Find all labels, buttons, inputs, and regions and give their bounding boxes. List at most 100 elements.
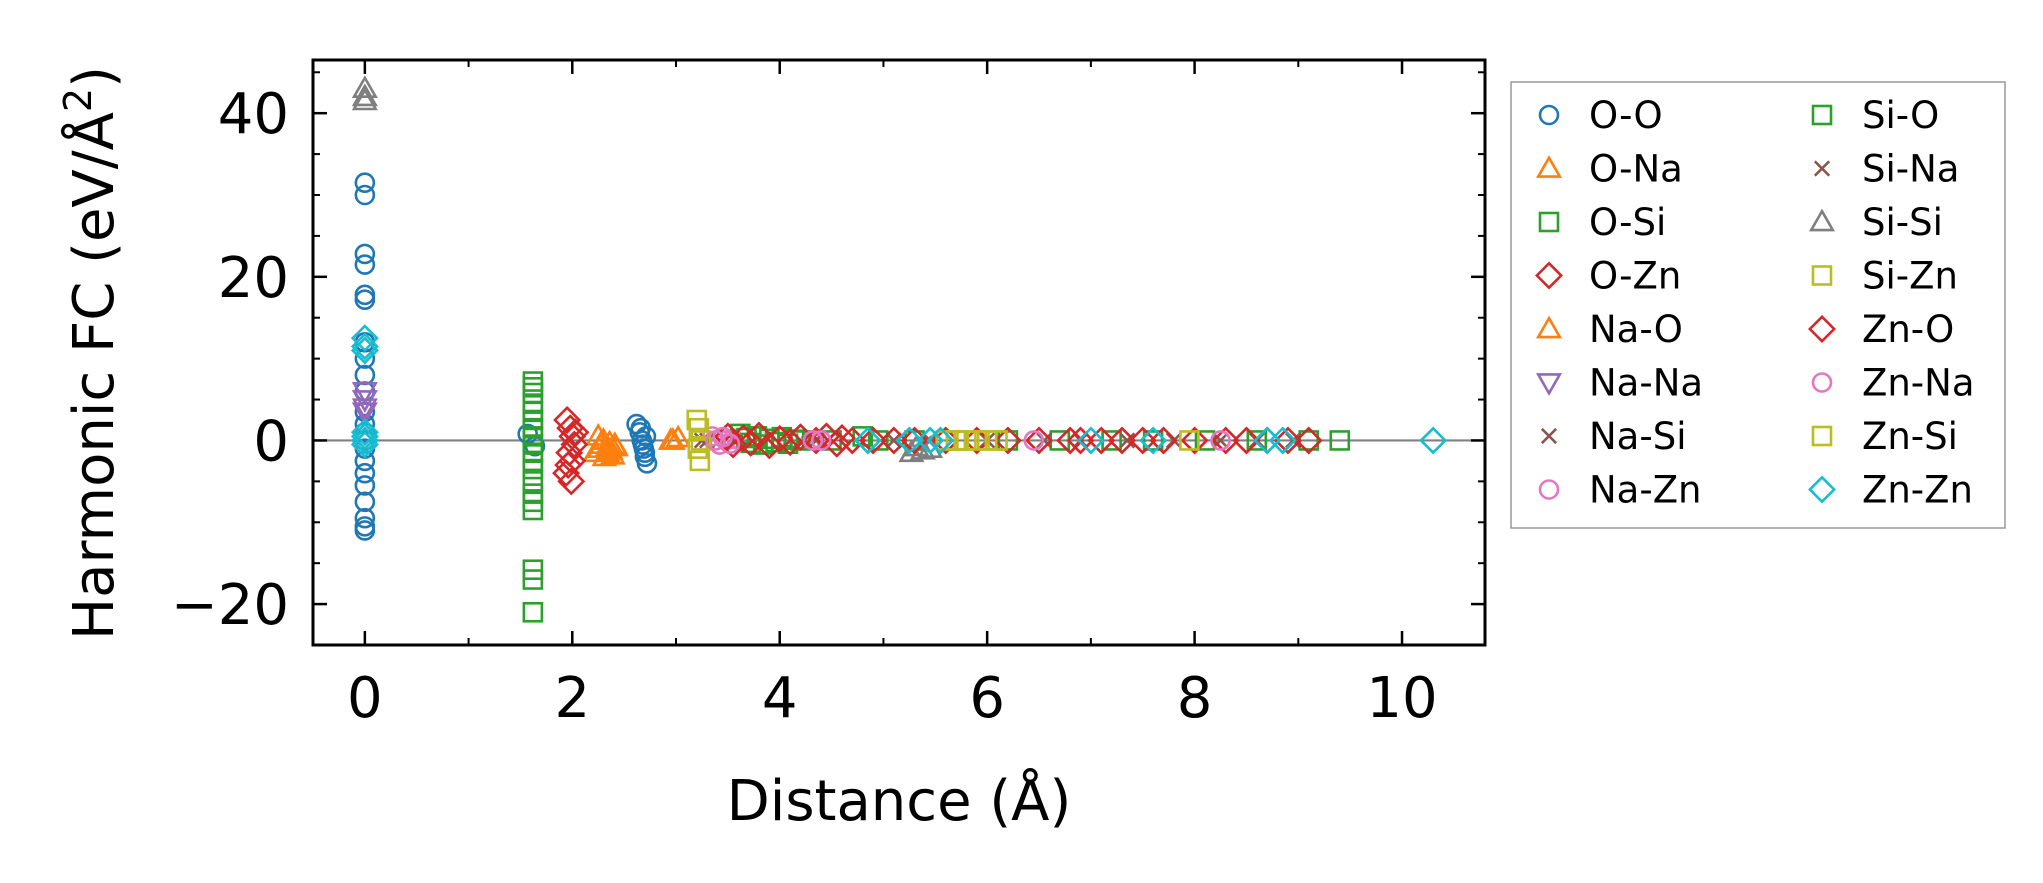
data-point xyxy=(522,382,544,404)
data-point xyxy=(736,428,765,457)
legend-marker xyxy=(1811,425,1833,447)
legend-marker xyxy=(1535,315,1563,339)
data-point xyxy=(712,426,733,448)
x-tick-label: 0 xyxy=(347,666,383,731)
data-point xyxy=(354,254,376,275)
data-point xyxy=(354,462,376,484)
legend-entry: Zn-Na xyxy=(1811,362,1975,405)
legend-label: O-Si xyxy=(1589,201,1666,244)
data-point xyxy=(895,426,924,455)
data-point xyxy=(853,426,882,455)
legend-label: Si-O xyxy=(1862,94,1939,137)
data-point xyxy=(601,431,628,454)
data-point xyxy=(665,424,692,448)
series-o-si xyxy=(522,371,544,623)
legend-marker xyxy=(1538,104,1560,126)
data-point xyxy=(935,430,956,451)
series-zn-zn xyxy=(350,324,1448,459)
data-point xyxy=(351,87,378,111)
data-point xyxy=(354,184,376,206)
x-tick-label: 8 xyxy=(1177,666,1213,731)
data-point xyxy=(351,83,378,107)
legend-label: Na-Zn xyxy=(1589,469,1702,512)
data-point xyxy=(802,426,831,455)
legend-marker xyxy=(1538,211,1560,233)
data-point xyxy=(1232,426,1261,455)
data-point xyxy=(354,243,376,265)
data-point xyxy=(351,402,378,426)
legend-entry: Zn-Si xyxy=(1811,415,1958,458)
data-point xyxy=(522,471,544,492)
legend-marker xyxy=(1811,104,1833,126)
data-point xyxy=(350,422,379,451)
data-point xyxy=(1180,426,1209,455)
legend-marker xyxy=(1535,373,1563,396)
data-point xyxy=(657,427,684,450)
y-tick-label: 0 xyxy=(253,409,289,474)
legend-entry: Si-O xyxy=(1811,94,1939,137)
data-point xyxy=(1025,426,1054,455)
data-point xyxy=(1036,432,1053,449)
y-tick-label: 20 xyxy=(218,246,289,311)
legend-marker xyxy=(1808,315,1836,343)
series-o-o xyxy=(354,172,658,541)
data-point xyxy=(350,336,379,365)
legend-marker xyxy=(1538,479,1560,500)
data-point xyxy=(810,430,832,451)
data-point xyxy=(553,406,582,434)
legend-marker xyxy=(1535,155,1563,178)
series-si-si xyxy=(351,75,944,463)
data-point xyxy=(635,426,657,447)
data-point xyxy=(1212,432,1229,449)
legend: O-O O-Na O-Si O-Zn Na-O Na-Na Na-Si Na-Zn Si-O Si… xyxy=(1510,81,2006,529)
data-point xyxy=(522,371,544,392)
data-point xyxy=(1268,426,1297,455)
y-axis: −20 0 20 40 xyxy=(171,71,1485,638)
data-point xyxy=(552,459,581,488)
legend-entry: Zn-O xyxy=(1808,308,1954,351)
series-na-na xyxy=(351,381,378,426)
data-point xyxy=(987,430,1008,451)
data-point xyxy=(350,332,379,361)
data-point xyxy=(1419,426,1448,455)
data-point xyxy=(689,450,711,472)
data-point xyxy=(719,433,741,455)
data-point xyxy=(354,520,376,541)
data-point xyxy=(522,499,544,521)
data-point xyxy=(354,491,376,513)
legend-entry: Si-Na xyxy=(1813,148,1959,191)
legend-entry: Na-Si xyxy=(1540,415,1686,458)
data-point xyxy=(827,424,856,452)
data-point xyxy=(1076,426,1105,455)
legend-label: Si-Si xyxy=(1862,201,1943,244)
data-point xyxy=(354,289,376,311)
data-point xyxy=(522,569,544,590)
data-point xyxy=(765,424,794,453)
data-point xyxy=(634,442,656,464)
data-point xyxy=(885,432,902,449)
y-axis-title-superscript: 2 xyxy=(56,88,100,112)
x-tick-label: 4 xyxy=(762,666,798,731)
x-tick-label: 10 xyxy=(1366,666,1437,731)
plot-frame xyxy=(311,58,1487,647)
data-point xyxy=(997,430,1019,451)
legend-entry: O-Zn xyxy=(1535,255,1681,298)
data-point xyxy=(1246,430,1268,451)
data-point xyxy=(561,418,590,447)
y-axis-title-close: ) xyxy=(62,66,127,88)
legend-entry: O-Si xyxy=(1538,201,1666,244)
data-point xyxy=(636,453,658,474)
series-na-o xyxy=(586,424,692,463)
y-axis-title-main: Harmonic FC (eV/Å xyxy=(61,112,127,640)
data-point xyxy=(916,426,945,455)
x-tick-label: 2 xyxy=(554,666,590,731)
data-point xyxy=(976,430,998,451)
data-point xyxy=(350,426,379,455)
data-point xyxy=(1108,426,1136,455)
x-axis-title: Distance (Å) xyxy=(727,768,1072,834)
data-point xyxy=(1128,426,1157,455)
data-point xyxy=(1329,430,1351,451)
data-point xyxy=(1066,426,1095,455)
y-tick-label: 40 xyxy=(218,82,289,147)
